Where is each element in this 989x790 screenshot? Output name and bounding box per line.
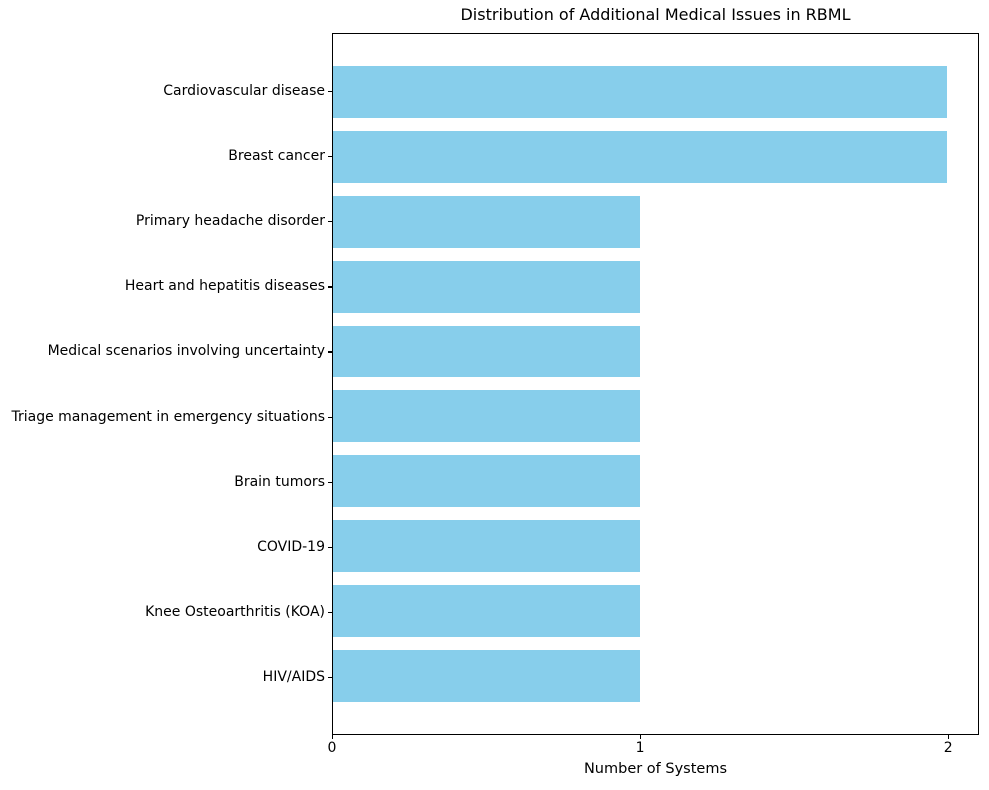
y-tick-mark: [328, 351, 332, 353]
y-tick-mark: [328, 156, 332, 158]
y-tick-label: Knee Osteoarthritis (KOA): [145, 603, 325, 620]
y-tick-label: Primary headache disorder: [135, 213, 325, 230]
bar: [333, 390, 641, 443]
y-tick-mark: [328, 416, 332, 418]
bar: [333, 650, 641, 703]
bar: [333, 585, 641, 638]
x-tick-mark: [948, 735, 950, 739]
y-tick-mark: [328, 90, 332, 93]
y-tick-label: HIV/AIDS: [262, 669, 325, 686]
x-tick-mark: [640, 735, 642, 739]
y-tick-label: Brain tumors: [234, 473, 325, 490]
bar: [333, 65, 948, 118]
y-tick-label: Heart and hepatitis diseases: [124, 278, 325, 295]
y-tick-label: Breast cancer: [228, 148, 325, 165]
bar: [333, 130, 948, 183]
y-tick-label: Medical scenarios involving uncertainty: [47, 343, 325, 360]
y-tick-mark: [328, 611, 332, 614]
plot-area: [332, 33, 979, 735]
bar: [333, 455, 641, 508]
bar: [333, 325, 641, 378]
y-tick-label: COVID-19: [257, 538, 325, 555]
chart-title: Distribution of Additional Medical Issue…: [460, 5, 851, 24]
y-tick-mark: [328, 286, 332, 288]
bar: [333, 260, 641, 313]
bar: [333, 195, 641, 248]
y-tick-label: Cardiovascular disease: [163, 82, 325, 99]
y-tick-label: Triage management in emergency situation…: [11, 408, 325, 425]
y-tick-mark: [328, 677, 332, 679]
x-tick-label: 0: [327, 740, 337, 756]
x-tick-label: 2: [943, 740, 953, 756]
y-tick-mark: [328, 481, 332, 483]
y-tick-mark: [328, 546, 332, 548]
bar: [333, 520, 641, 573]
x-axis-label: Number of Systems: [583, 761, 728, 777]
x-tick-mark: [332, 735, 334, 739]
x-tick-label: 1: [635, 740, 645, 756]
y-tick-mark: [328, 221, 332, 223]
